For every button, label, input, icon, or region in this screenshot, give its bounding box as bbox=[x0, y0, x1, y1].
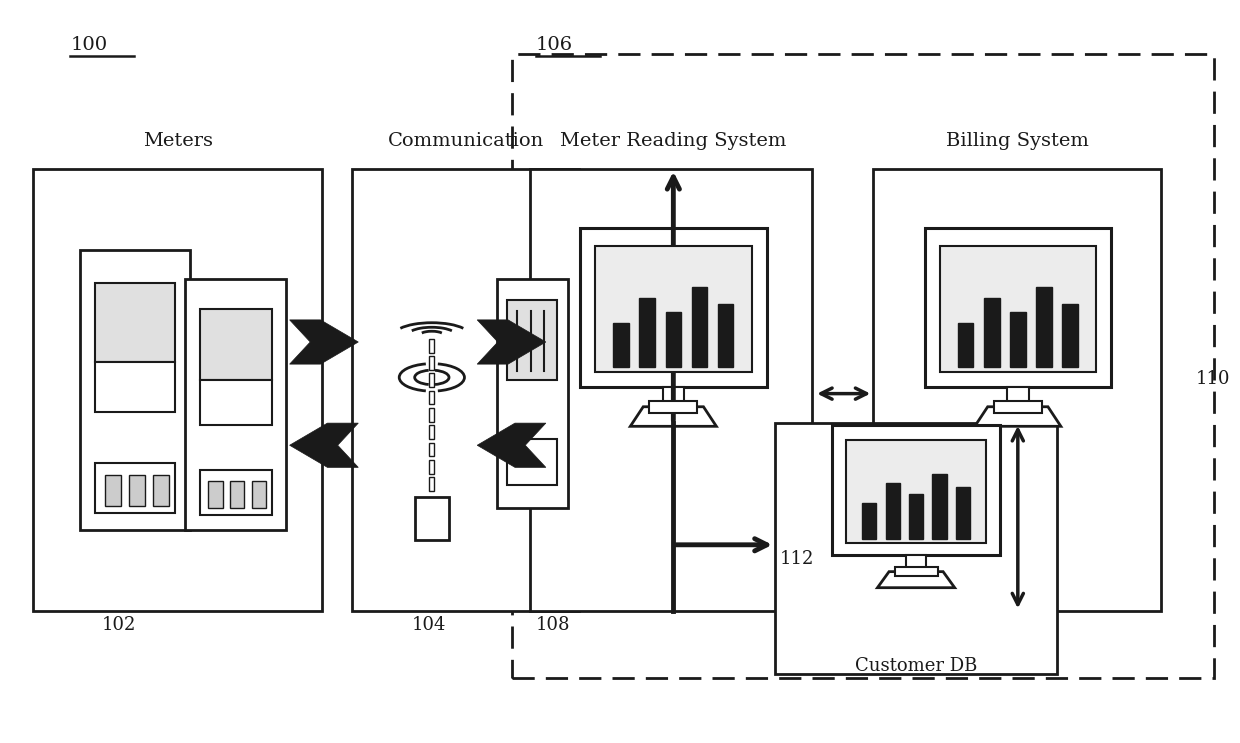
Bar bbox=[200, 309, 272, 380]
Text: 106: 106 bbox=[536, 36, 573, 54]
Bar bbox=[1037, 287, 1052, 367]
Bar bbox=[885, 483, 900, 539]
Bar bbox=[614, 322, 629, 367]
Bar bbox=[640, 298, 655, 367]
Bar bbox=[666, 311, 681, 367]
Bar bbox=[429, 443, 434, 456]
Bar bbox=[595, 246, 751, 372]
Bar bbox=[650, 401, 697, 412]
Bar bbox=[1007, 386, 1028, 406]
Bar bbox=[925, 228, 1111, 386]
Polygon shape bbox=[630, 406, 717, 426]
Bar bbox=[512, 54, 1214, 678]
Bar bbox=[153, 476, 169, 506]
Bar bbox=[662, 386, 684, 406]
Bar bbox=[718, 304, 733, 367]
Bar bbox=[994, 401, 1042, 412]
Text: 112: 112 bbox=[780, 550, 815, 568]
Bar bbox=[894, 567, 937, 577]
Bar bbox=[429, 339, 434, 352]
Bar bbox=[95, 362, 175, 412]
Bar bbox=[429, 391, 434, 404]
Bar bbox=[906, 555, 926, 571]
Bar bbox=[186, 279, 286, 530]
Bar bbox=[429, 477, 434, 491]
Bar bbox=[208, 481, 223, 508]
Polygon shape bbox=[975, 406, 1061, 426]
Polygon shape bbox=[290, 423, 358, 467]
Text: Meters: Meters bbox=[143, 132, 213, 150]
Bar bbox=[129, 476, 145, 506]
Bar bbox=[957, 322, 973, 367]
Bar bbox=[983, 298, 999, 367]
Bar bbox=[529, 169, 812, 611]
Text: Billing System: Billing System bbox=[946, 132, 1089, 150]
Bar bbox=[909, 493, 923, 539]
Text: Meter Reading System: Meter Reading System bbox=[560, 132, 786, 150]
Polygon shape bbox=[878, 571, 955, 588]
Bar bbox=[832, 425, 999, 555]
Bar bbox=[33, 169, 321, 611]
Bar bbox=[429, 425, 434, 439]
Bar bbox=[105, 476, 120, 506]
Bar bbox=[252, 481, 267, 508]
Text: 108: 108 bbox=[536, 617, 570, 635]
Bar bbox=[1063, 304, 1078, 367]
Bar bbox=[692, 287, 707, 367]
Bar bbox=[429, 460, 434, 473]
Bar bbox=[956, 487, 970, 539]
Bar bbox=[200, 470, 272, 515]
Text: 102: 102 bbox=[102, 617, 136, 635]
Polygon shape bbox=[477, 423, 546, 467]
Bar bbox=[95, 283, 175, 362]
Bar bbox=[81, 250, 190, 530]
Text: Communication: Communication bbox=[388, 132, 544, 150]
Text: Customer DB: Customer DB bbox=[854, 658, 977, 675]
Polygon shape bbox=[477, 320, 546, 364]
Bar bbox=[1011, 311, 1025, 367]
Text: 100: 100 bbox=[71, 36, 108, 54]
Bar bbox=[507, 439, 557, 485]
Bar bbox=[352, 169, 579, 611]
Bar bbox=[497, 279, 568, 508]
Bar bbox=[200, 380, 272, 425]
Bar bbox=[229, 481, 244, 508]
Bar bbox=[580, 228, 766, 386]
Bar bbox=[429, 408, 434, 422]
Bar bbox=[932, 473, 946, 539]
Bar bbox=[507, 300, 557, 380]
Bar bbox=[429, 356, 434, 370]
Text: 104: 104 bbox=[412, 617, 446, 635]
Bar bbox=[873, 169, 1161, 611]
Bar bbox=[940, 246, 1096, 372]
Bar bbox=[414, 498, 449, 539]
Polygon shape bbox=[290, 320, 358, 364]
Bar bbox=[429, 373, 434, 387]
Bar bbox=[862, 503, 877, 539]
Bar bbox=[95, 463, 175, 513]
Bar bbox=[846, 440, 986, 543]
Bar bbox=[775, 423, 1056, 674]
Text: 110: 110 bbox=[1195, 370, 1230, 388]
